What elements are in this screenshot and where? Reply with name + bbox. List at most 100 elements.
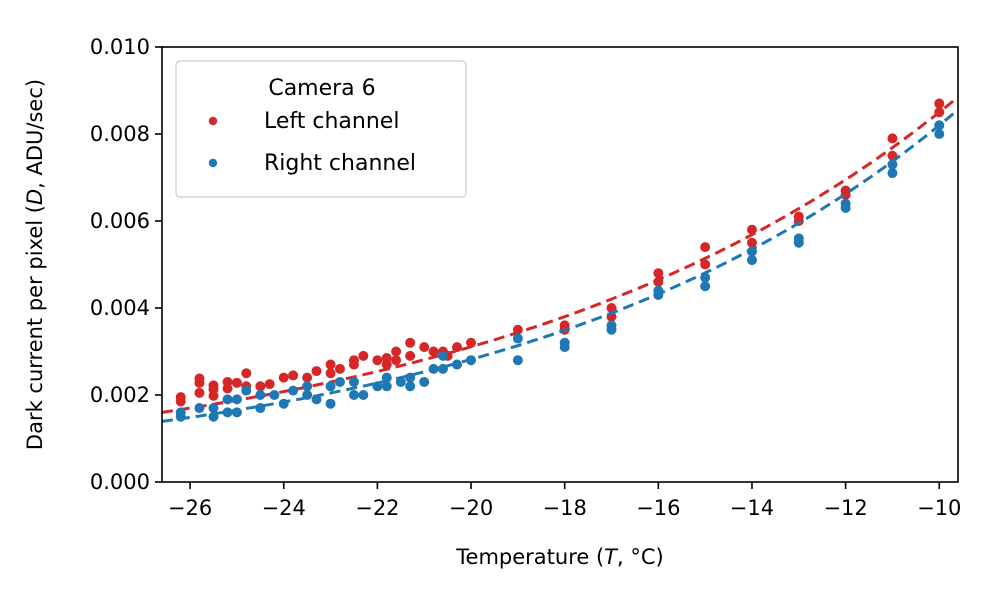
data-point-left-channel (222, 383, 233, 394)
x-tick-label: −18 (543, 496, 587, 520)
data-point-left-channel (175, 396, 186, 407)
x-tick-label: −20 (449, 496, 493, 520)
data-point-right-channel (241, 385, 252, 396)
data-point-right-channel (887, 159, 898, 170)
data-point-right-channel (348, 390, 359, 400)
data-point-left-channel (372, 355, 383, 366)
data-point-left-channel (746, 237, 757, 248)
x-tick-label: −14 (730, 496, 774, 520)
data-point-left-channel (264, 379, 275, 390)
y-axis-label-symbol: D (23, 189, 47, 205)
x-axis-label-part-2: , °C) (617, 545, 664, 569)
series-left-channel (162, 95, 958, 414)
y-axis-label: Dark current per pixel (D, ADU/sec) (23, 79, 47, 450)
data-point-right-channel (194, 403, 205, 414)
legend-marker-left-channel (208, 116, 218, 126)
data-point-right-channel (700, 281, 711, 292)
data-point-left-channel (255, 381, 266, 392)
legend-title: Camera 6 (268, 76, 375, 101)
data-point-right-channel (437, 350, 448, 361)
data-point-left-channel (325, 359, 336, 370)
data-point-left-channel (208, 390, 219, 401)
legend-marker-right-channel (208, 158, 218, 168)
data-point-right-channel (348, 376, 359, 387)
data-point-left-channel (700, 242, 711, 253)
data-point-left-channel (653, 268, 664, 279)
y-axis-label-part-2: , ADU/sec) (23, 79, 47, 189)
data-point-left-channel (288, 370, 299, 381)
data-point-left-channel (700, 259, 711, 270)
data-point-right-channel (269, 390, 280, 400)
data-point-left-channel (348, 359, 359, 370)
data-point-left-channel (241, 368, 252, 379)
data-point-left-channel (278, 372, 289, 383)
y-tick-label: 0.010 (90, 35, 150, 59)
data-point-right-channel (175, 407, 186, 418)
data-point-right-channel (405, 381, 416, 392)
data-point-left-channel (302, 372, 313, 383)
data-point-left-channel (231, 377, 242, 388)
fit-line-right-channel (162, 108, 958, 423)
x-tick-label: −26 (168, 496, 212, 520)
data-point-right-channel (255, 390, 266, 400)
y-axis-ticks: 0.000 0.002 0.004 0.006 0.008 0.010 (90, 35, 162, 494)
data-point-right-channel (302, 381, 313, 392)
data-point-right-channel (437, 363, 448, 374)
data-point-left-channel (451, 342, 462, 353)
data-point-left-channel (428, 346, 439, 357)
data-point-right-channel (381, 381, 392, 392)
data-point-left-channel (840, 189, 851, 200)
legend-label-left-channel: Left channel (264, 109, 399, 134)
data-point-right-channel (334, 376, 345, 387)
fit-line-left-channel (162, 95, 958, 414)
data-point-right-channel (419, 376, 430, 387)
data-point-left-channel (358, 350, 369, 361)
data-point-right-channel (451, 359, 462, 370)
plot-marks (162, 95, 958, 423)
y-tick-label: 0.008 (90, 122, 150, 146)
x-tick-label: −10 (917, 496, 961, 520)
data-point-right-channel (559, 337, 570, 348)
data-point-left-channel (887, 133, 898, 144)
data-point-right-channel (288, 385, 299, 396)
legend: Camera 6 Left channel Right channel (175, 60, 467, 198)
data-point-right-channel (746, 255, 757, 266)
data-point-left-channel (391, 346, 402, 357)
data-point-right-channel (887, 168, 898, 179)
data-point-right-channel (840, 198, 851, 209)
data-point-right-channel (222, 394, 233, 405)
data-point-left-channel (466, 337, 477, 348)
data-point-right-channel (512, 355, 523, 366)
data-point-left-channel (419, 342, 430, 353)
data-point-left-channel (325, 368, 336, 379)
x-tick-label: −16 (636, 496, 680, 520)
x-tick-label: −12 (823, 496, 867, 520)
data-point-right-channel (793, 233, 804, 244)
data-point-right-channel (325, 381, 336, 392)
x-axis-label: Temperature (T, °C) (455, 545, 663, 569)
data-point-left-channel (405, 350, 416, 361)
data-point-right-channel (208, 403, 219, 414)
x-tick-label: −22 (355, 496, 399, 520)
data-point-right-channel (934, 129, 945, 139)
x-axis-label-symbol: T (604, 545, 619, 569)
x-tick-label: −24 (262, 496, 306, 520)
legend-label-right-channel: Right channel (264, 151, 416, 176)
x-axis-ticks: −26 −24 −22 −20 −18 −16 −14 −12 −10 (168, 482, 961, 520)
data-point-left-channel (311, 366, 322, 377)
data-point-left-channel (606, 303, 617, 313)
data-point-right-channel (231, 394, 242, 405)
data-point-left-channel (934, 98, 945, 109)
data-point-right-channel (325, 398, 336, 409)
y-tick-label: 0.004 (90, 296, 150, 320)
series-right-channel (162, 108, 958, 423)
data-point-left-channel (194, 387, 205, 398)
data-point-right-channel (606, 320, 617, 331)
y-tick-label: 0.002 (90, 383, 150, 407)
axes-frame (161, 46, 959, 483)
y-tick-label: 0.006 (90, 209, 150, 233)
data-point-right-channel (512, 333, 523, 344)
data-point-right-channel (405, 372, 416, 383)
